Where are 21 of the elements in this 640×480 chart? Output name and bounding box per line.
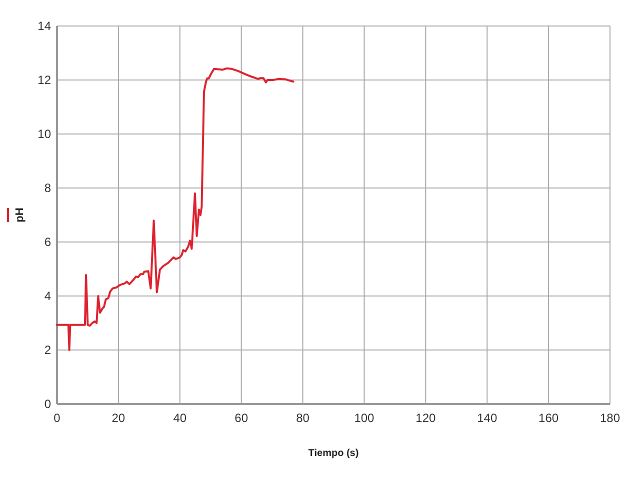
x-tick-label: 180 [600, 411, 620, 425]
y-tick-label: 14 [38, 19, 52, 34]
x-tick-label: 160 [538, 411, 559, 425]
y-tick-label: 4 [44, 289, 52, 304]
y-tick-label: 10 [38, 127, 52, 142]
line-series [56, 67, 294, 351]
x-tick-label: 40 [173, 411, 187, 425]
x-tick-label: 140 [477, 411, 498, 425]
y-tick-label: 0 [44, 397, 52, 412]
y-tick-label: 12 [38, 73, 52, 88]
x-tick-label: 20 [112, 411, 126, 425]
x-axis-title: Tiempo (s) [308, 448, 359, 459]
x-tick-label: 0 [54, 411, 61, 425]
y-tick-label: 2 [44, 343, 52, 358]
y-tick-label: 6 [44, 235, 52, 250]
x-tick-label: 80 [296, 411, 310, 425]
x-tick-label: 60 [234, 411, 248, 425]
legend-label: pH [14, 208, 26, 222]
x-tick-label: 120 [416, 411, 436, 425]
y-tick-label: 8 [44, 181, 52, 196]
x-tick-label: 100 [354, 411, 375, 425]
